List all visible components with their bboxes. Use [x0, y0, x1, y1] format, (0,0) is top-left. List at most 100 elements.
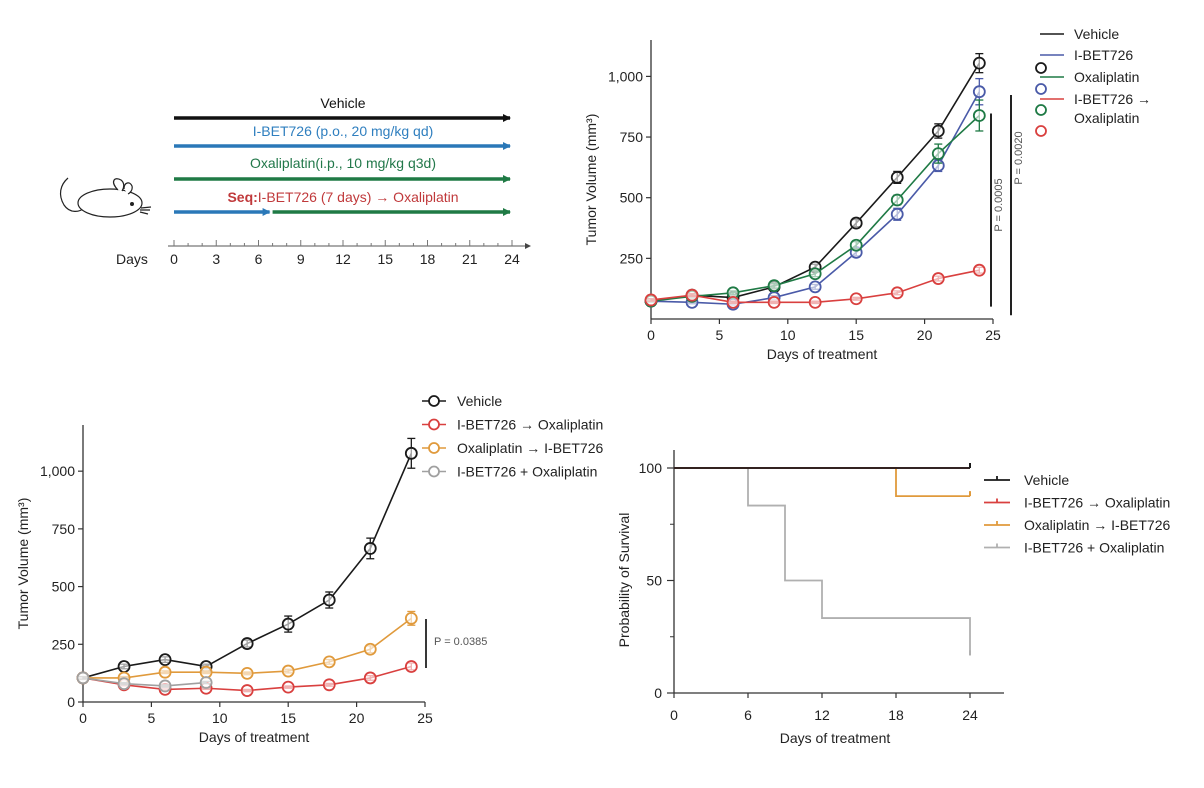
y-axis-title: Tumor Volume (mm³): [583, 114, 599, 246]
y-tick-label: 100: [639, 460, 663, 476]
legend-marker: [428, 442, 440, 454]
y-tick-label: 750: [620, 129, 644, 145]
legend-label: I-BET726 + Oxaliplatin: [1024, 540, 1164, 556]
data-point: [240, 684, 254, 697]
legend-marker: [428, 395, 440, 407]
data-point: [931, 272, 945, 285]
data-point: [808, 267, 822, 281]
tumor-volume-chart-a: 0 5 10 15 20 25 250 500 750 1,000 Days of treatmen…: [583, 26, 1151, 362]
series-i-bet726-oxaliplatin: [76, 671, 213, 693]
x-tick-label: 20: [917, 327, 933, 343]
days-axis: Days 0 3 6 9 12 15 18 21 24: [116, 240, 531, 267]
y-tick-label: 500: [52, 579, 76, 595]
y-tick-label: 50: [646, 573, 662, 589]
legend-marker: [428, 418, 440, 431]
y-tick-label: 500: [620, 190, 644, 206]
data-point: [363, 671, 377, 685]
series-i-bet726-oxaliplatin: [644, 263, 986, 309]
legend-label: Oxaliplatin: [1074, 110, 1139, 126]
data-point: [849, 216, 863, 230]
schedule-label-text: Oxaliplatin(i.p., 10 mg/kg q3d): [250, 155, 436, 171]
schedule-label-text: I-BET726 (p.o., 20 mg/kg qd): [253, 123, 434, 139]
schedule-label: Vehicle: [320, 95, 365, 111]
x-tick-label: 5: [716, 327, 724, 343]
data-point: [281, 617, 295, 631]
x-tick-label: 25: [417, 710, 433, 726]
data-point: [404, 660, 418, 673]
data-point: [849, 292, 863, 306]
x-tick-label: 10: [212, 710, 228, 726]
data-point: [890, 170, 904, 184]
data-point: [972, 109, 986, 122]
data-point: [76, 671, 90, 685]
p-value-label: P = 0.0005: [993, 178, 1005, 231]
x-tick-label: 0: [647, 327, 655, 343]
p-value-label: P = 0.0020: [1013, 131, 1025, 184]
legend-label: I-BET726 → Oxaliplatin: [1024, 495, 1170, 511]
data-point: [158, 679, 172, 693]
schedule-label: Oxaliplatin(i.p., 10 mg/kg q3d): [250, 155, 436, 171]
schedule-label: Seq:I-BET726 (7 days) → Oxaliplatin: [227, 189, 458, 205]
legend-label: Vehicle: [1024, 472, 1069, 488]
data-point: [931, 147, 945, 160]
y-tick-label: 750: [52, 521, 76, 537]
data-point: [767, 295, 781, 309]
schedule-row: Vehicle: [174, 95, 511, 122]
x-tick-label: 6: [744, 707, 752, 723]
y-tick-label: 1,000: [608, 68, 643, 84]
survival-chart: 0 6 12 18 24 0 50 100 Days of treatment Probabili…: [616, 450, 1170, 746]
x-tick-label: 24: [962, 707, 978, 723]
survival-curve: [674, 467, 971, 656]
data-point: [158, 653, 172, 666]
x-tick-label: 25: [985, 327, 1001, 343]
schedule-row: Oxaliplatin(i.p., 10 mg/kg q3d): [174, 155, 511, 183]
days-tick-label: 3: [212, 251, 220, 267]
x-axis-title: Days of treatment: [767, 346, 878, 362]
legend-label: I-BET726: [1074, 47, 1133, 63]
data-point: [808, 295, 822, 309]
data-point: [117, 677, 131, 691]
legend-label: Oxaliplatin → I-BET726: [1024, 517, 1170, 533]
days-axis-label: Days: [116, 251, 148, 267]
schedule-label-text: I-BET726 (7 days) → Oxaliplatin: [258, 189, 459, 205]
legend-label: Oxaliplatin: [1074, 69, 1139, 85]
data-point: [322, 593, 336, 607]
schedule-row: Seq:I-BET726 (7 days) → Oxaliplatin: [174, 189, 511, 216]
data-point: [158, 665, 172, 679]
days-tick-label: 0: [170, 251, 178, 267]
data-point: [849, 238, 863, 252]
days-tick-label: 9: [297, 251, 305, 267]
data-point: [199, 676, 213, 689]
data-point: [404, 611, 418, 625]
x-axis-title: Days of treatment: [780, 730, 891, 746]
data-point: [322, 678, 336, 692]
data-point: [404, 446, 418, 460]
x-tick-label: 0: [670, 707, 678, 723]
legend-marker: [428, 465, 440, 478]
legend-label: Oxaliplatin → I-BET726: [457, 440, 603, 456]
legend-label: I-BET726 →: [1074, 91, 1151, 107]
data-point: [972, 56, 986, 70]
legend: Vehicle I-BET726 → Oxaliplatin Oxaliplatin…: [984, 472, 1170, 556]
x-axis-title: Days of treatment: [199, 729, 310, 745]
data-point: [322, 655, 336, 669]
y-axis-title: Probability of Survival: [616, 513, 632, 648]
data-point: [726, 295, 740, 309]
data-point: [972, 85, 986, 99]
x-tick-label: 15: [848, 327, 864, 343]
days-tick-label: 24: [504, 251, 520, 267]
days-tick-label: 12: [335, 251, 351, 267]
x-tick-label: 5: [148, 710, 156, 726]
data-point: [685, 288, 699, 302]
legend-label: I-BET726 → Oxaliplatin: [457, 417, 603, 433]
y-axis-title: Tumor Volume (mm³): [15, 498, 31, 630]
data-point: [281, 680, 295, 694]
y-tick-label: 250: [52, 636, 76, 652]
days-tick-label: 18: [420, 251, 436, 267]
survival-curve: [674, 467, 970, 498]
data-point: [240, 637, 254, 650]
data-point: [644, 293, 658, 307]
legend-label: I-BET726 + Oxaliplatin: [457, 464, 597, 480]
